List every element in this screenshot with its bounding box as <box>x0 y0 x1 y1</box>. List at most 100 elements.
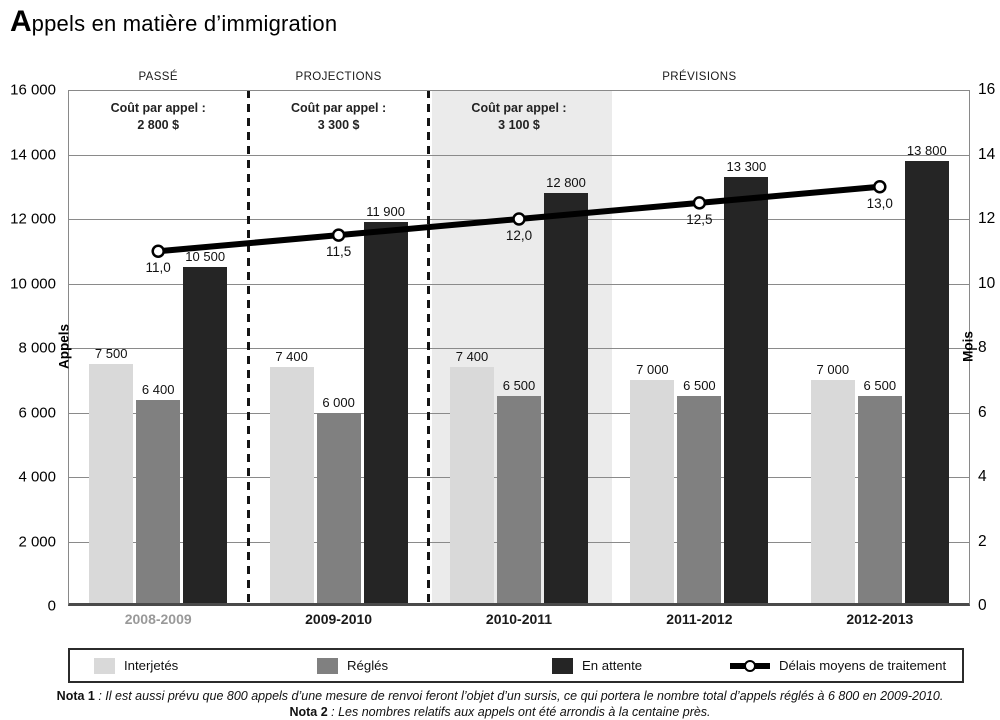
cost-annotation-line: 3 300 $ <box>317 118 360 132</box>
delay-marker-2009-2010 <box>331 228 346 242</box>
regles-swatch-icon <box>317 657 338 674</box>
legend-item-delais-moyens-de-traitement: Délais moyens de traitement <box>730 650 946 681</box>
right-axis-tick-6: 6 <box>978 403 987 421</box>
bar-value-en-attente-2011-2012: 13 300 <box>726 159 767 175</box>
cost-annotation-2008-2009: Coût par appel : 2 800 $ <box>111 100 206 134</box>
delay-marker-2012-2013 <box>873 180 887 194</box>
cost-annotation-2010-2011: Coût par appel : 3 100 $ <box>471 100 566 134</box>
delay-value-2009-2010: 11,5 <box>325 244 352 260</box>
bar-regles-2009-2010 <box>316 412 361 606</box>
cost-annotation-line: 3 100 $ <box>498 118 540 132</box>
category-label-2008-2009: 2008-2009 <box>124 611 192 627</box>
delay-line-icon <box>730 658 770 674</box>
left-axis-tick-6-000: 6 000 <box>18 404 56 421</box>
left-axis-tick-8-000: 8 000 <box>18 339 56 357</box>
cost-annotation-line: Coût par appel : <box>110 101 206 115</box>
delay-value-2011-2012: 12,5 <box>686 211 713 227</box>
bar-regles-2008-2009 <box>136 399 181 606</box>
cost-annotation-line: Coût par appel : <box>291 101 387 115</box>
left-axis-tick-16-000: 16 000 <box>10 81 56 99</box>
category-label-2011-2012: 2011-2012 <box>666 611 733 627</box>
bar-interjetes-2011-2012 <box>630 380 675 606</box>
right-axis-tick-10: 10 <box>978 274 996 292</box>
left-axis-tick-2-000: 2 000 <box>18 533 56 550</box>
left-axis-tick-12-000: 12 000 <box>10 210 56 228</box>
category-label-2012-2013: 2012-2013 <box>846 611 914 627</box>
bar-value-en-attente-2008-2009: 10 500 <box>185 249 226 265</box>
bar-en-attente-2008-2009 <box>183 267 228 606</box>
delay-marker-2008-2009 <box>151 244 165 258</box>
bar-interjetes-2010-2011 <box>450 367 494 606</box>
title-initial: A <box>10 5 32 38</box>
gridline-8000 <box>68 348 970 349</box>
bar-en-attente-2012-2013 <box>904 160 949 606</box>
bar-value-en-attente-2012-2013: 13 800 <box>906 142 947 158</box>
note-2: Nota 2 : Les nombres relatifs aux appels… <box>0 705 1000 719</box>
right-axis-tick-2: 2 <box>978 532 987 550</box>
left-axis-tick-4-000: 4 000 <box>18 468 56 486</box>
bar-value-interjetes-2010-2011: 7 400 <box>455 349 489 365</box>
legend-label-regles: Réglés <box>347 658 389 673</box>
en-attente-swatch-icon <box>552 657 573 674</box>
left-axis-tick-0: 0 <box>47 597 56 615</box>
bar-value-en-attente-2009-2010: 11 900 <box>366 204 405 220</box>
bar-en-attente-2009-2010 <box>363 222 408 606</box>
delay-value-2012-2013: 13,0 <box>866 195 893 211</box>
bar-en-attente-2011-2012 <box>724 177 769 606</box>
bar-regles-2012-2013 <box>857 396 902 606</box>
right-axis-tick-0: 0 <box>978 597 987 614</box>
delay-value-2010-2011: 12,0 <box>505 228 533 243</box>
note-1-label: Nota 1 <box>56 689 95 703</box>
section-header-previsions: PRÉVISIONS <box>662 71 737 83</box>
interjetes-swatch-icon <box>94 657 115 674</box>
bar-interjetes-2009-2010 <box>269 367 314 606</box>
bar-interjetes-2012-2013 <box>810 380 855 606</box>
bar-value-en-attente-2010-2011: 12 800 <box>546 175 586 191</box>
legend-item-regles: Réglés <box>317 650 388 681</box>
right-axis-tick-14: 14 <box>978 145 996 163</box>
delay-value-2008-2009: 11,0 <box>145 260 171 276</box>
cost-annotation-2009-2010: Coût par appel : 3 300 $ <box>291 100 386 134</box>
cost-annotation-line: Coût par appel : <box>471 101 567 115</box>
bar-value-regles-2010-2011: 6 500 <box>502 378 536 394</box>
section-header-projections: PROJECTIONS <box>295 71 382 83</box>
right-axis-tickmark <box>970 348 977 350</box>
note-2-text: : Les nombres relatifs aux appels ont ét… <box>327 705 711 719</box>
legend-label-interjetes: Interjetés <box>124 658 179 673</box>
bar-regles-2011-2012 <box>677 396 722 606</box>
cost-annotation-line: 2 800 $ <box>137 118 180 132</box>
bar-value-regles-2011-2012: 6 500 <box>683 378 716 394</box>
right-axis-tick-16: 16 <box>978 81 996 98</box>
legend-label-en-attente: En attente <box>582 658 643 673</box>
period-separator-2 <box>427 90 431 606</box>
legend: Interjetés Réglés En attente Délais moyens … <box>68 648 964 683</box>
category-label-2009-2010: 2009-2010 <box>305 611 373 627</box>
bar-value-interjetes-2011-2012: 7 000 <box>636 362 669 378</box>
category-label-2010-2011: 2010-2011 <box>485 611 553 627</box>
bar-regles-2010-2011 <box>497 396 541 606</box>
delay-line-delais-moyens-de-traitement <box>151 180 887 258</box>
gridline-10000 <box>68 283 970 285</box>
bar-value-interjetes-2012-2013: 7 000 <box>816 362 850 378</box>
delay-marker-2010-2011 <box>512 212 526 226</box>
right-axis-tick-12: 12 <box>978 210 996 227</box>
left-axis-tick-10-000: 10 000 <box>10 275 56 292</box>
right-axis-tick-4: 4 <box>978 468 987 485</box>
bar-value-regles-2009-2010: 6 000 <box>322 394 355 410</box>
left-axis-title: Appels <box>56 324 72 370</box>
legend-label-delais-moyens-de-traitement: Délais moyens de traitement <box>779 658 947 673</box>
legend-item-en-attente: En attente <box>552 650 642 681</box>
delay-marker-2011-2012 <box>692 196 707 210</box>
title-text: ppels en matière d’immigration <box>31 11 338 36</box>
period-separator-1 <box>246 90 250 606</box>
section-header-passe: PASSÉ <box>138 71 178 83</box>
right-axis-tick-8: 8 <box>978 339 987 356</box>
bar-value-regles-2012-2013: 6 500 <box>863 378 897 394</box>
gridline-14000 <box>68 154 970 156</box>
left-axis-tickmark <box>61 348 68 350</box>
bar-value-interjetes-2008-2009: 7 500 <box>94 346 128 362</box>
bar-en-attente-2010-2011 <box>544 193 588 606</box>
legend-item-interjetes: Interjetés <box>94 650 178 681</box>
bar-value-interjetes-2009-2010: 7 400 <box>275 349 308 365</box>
